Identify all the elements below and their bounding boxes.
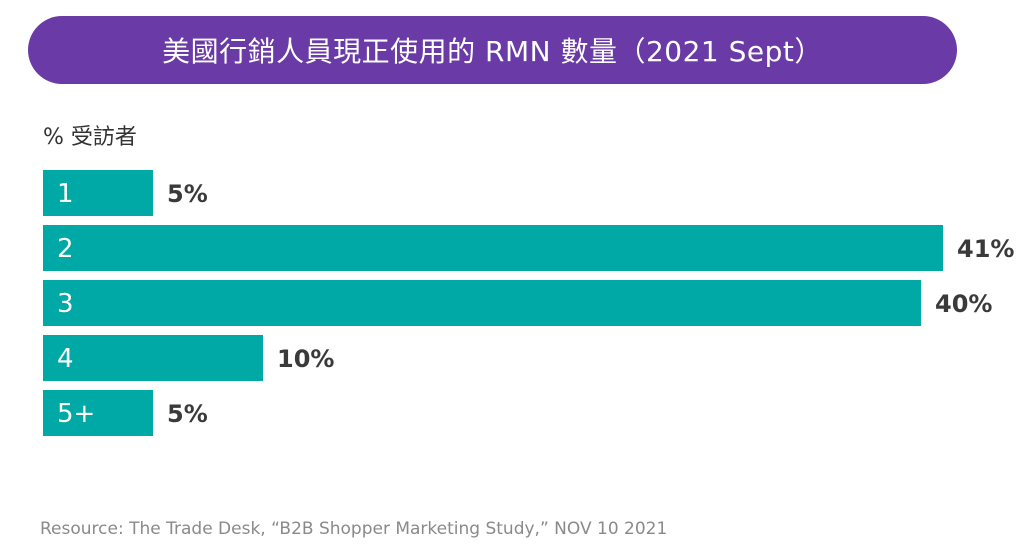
category-label: 3 — [57, 289, 74, 319]
bar-5plus — [43, 390, 153, 436]
value-label: 41% — [957, 235, 1014, 263]
source-note: Resource: The Trade Desk, “B2B Shopper M… — [40, 519, 668, 539]
category-label: 4 — [57, 344, 74, 374]
chart-title: 美國行銷人員現正使用的 RMN 數量（2021 Sept） — [28, 16, 957, 84]
value-label: 40% — [935, 290, 992, 318]
value-label: 5% — [167, 180, 208, 208]
category-label: 2 — [57, 234, 74, 264]
bar-3 — [43, 280, 921, 326]
bar-1 — [43, 170, 153, 216]
value-label: 10% — [277, 345, 334, 373]
category-label: 5+ — [57, 399, 95, 429]
value-label: 5% — [167, 400, 208, 428]
category-label: 1 — [57, 179, 74, 209]
bar-2 — [43, 225, 943, 271]
bar-4 — [43, 335, 263, 381]
unit-label: % 受訪者 — [43, 125, 137, 150]
